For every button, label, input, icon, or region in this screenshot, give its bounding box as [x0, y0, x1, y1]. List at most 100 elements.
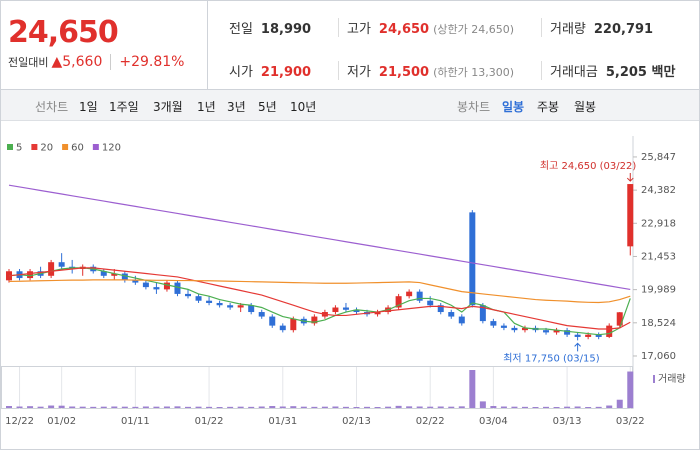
- y-tick-label: 17,060: [641, 351, 676, 362]
- candle-body: [58, 262, 65, 267]
- candle-body: [553, 330, 560, 333]
- moving-average: [8, 279, 631, 304]
- candle-body: [479, 305, 486, 322]
- volume-bar: [195, 406, 202, 408]
- candle-body: [342, 307, 349, 310]
- candle-body: [500, 325, 507, 328]
- volume-bar: [427, 406, 434, 408]
- tab[interactable]: 10년: [290, 100, 317, 114]
- y-tick-label: 25,847: [641, 152, 676, 163]
- legend-label: 60: [71, 143, 84, 154]
- x-tick-label: 01/31: [268, 416, 297, 427]
- annotation: 최저 17,750 (03/15): [503, 352, 599, 364]
- volume-bar: [248, 406, 255, 408]
- y-tick-label: 21,453: [641, 251, 676, 262]
- candle-body: [216, 302, 223, 306]
- x-tick-label: 02/13: [342, 416, 371, 427]
- tab[interactable]: 주봉: [537, 100, 560, 114]
- volume-bar: [227, 406, 234, 408]
- candle-body: [195, 296, 202, 301]
- volume-bar: [553, 407, 560, 408]
- volume-bar: [574, 406, 581, 408]
- tab[interactable]: 1년: [197, 100, 216, 114]
- tab[interactable]: 3개월: [153, 100, 183, 114]
- x-tick-label: 03/04: [479, 416, 508, 427]
- volume-bar: [332, 406, 339, 408]
- candle-body: [142, 282, 149, 288]
- candle-body: [153, 287, 160, 290]
- x-tick-label: 12/22: [5, 416, 34, 427]
- candle-body: [311, 316, 318, 324]
- volume-bar: [279, 406, 286, 408]
- volume-bar: [616, 399, 623, 408]
- tab[interactable]: 일봉: [502, 100, 525, 114]
- volume-bar: [311, 406, 318, 408]
- volume-bar: [385, 406, 392, 408]
- volume-bar: [511, 406, 518, 408]
- stat: 시가 21,900: [229, 61, 311, 80]
- volume-bar: [469, 370, 476, 408]
- volume-bar: [627, 371, 634, 408]
- tab[interactable]: 5년: [258, 100, 277, 114]
- x-tick-label: 02/22: [416, 416, 445, 427]
- volume-bar: [448, 406, 455, 408]
- tab[interactable]: 1일: [79, 100, 98, 114]
- stat-value: 21,900: [260, 65, 312, 80]
- stat-label: 고가: [347, 22, 371, 37]
- volume-bar: [58, 405, 65, 408]
- volume-bar: [258, 406, 265, 408]
- candle-body: [627, 184, 634, 247]
- candle-body: [543, 330, 550, 333]
- volume-bar: [406, 406, 413, 408]
- tab[interactable]: 월봉: [574, 100, 597, 114]
- candle-body: [606, 325, 613, 337]
- legend-swatch: [92, 144, 99, 150]
- volume-bar: [185, 406, 192, 408]
- candle-body: [458, 316, 465, 324]
- legend-label: 5: [16, 143, 22, 154]
- candle-body: [595, 334, 602, 337]
- candle-body: [48, 262, 55, 276]
- annotation: 최고 24,650 (03/22): [540, 160, 636, 172]
- candle-body: [437, 305, 444, 313]
- stat: 전일 18,990: [229, 18, 311, 37]
- volume-bar: [142, 406, 149, 408]
- y-tick-label: 24,382: [641, 185, 676, 196]
- volume-bar: [353, 407, 360, 408]
- volume-bar: [543, 406, 550, 408]
- volume-bar: [100, 406, 107, 408]
- volume-bar: [606, 405, 613, 408]
- volume-bar: [585, 407, 592, 408]
- stat-note: (상한가 24,650): [433, 23, 515, 36]
- tab[interactable]: 3년: [227, 100, 246, 114]
- candle-body: [353, 309, 360, 313]
- candle-body: [100, 271, 107, 276]
- price: 24,650: [8, 15, 119, 50]
- candle-body: [111, 273, 118, 276]
- legend-swatch: [62, 144, 69, 150]
- stat-value: 18,990: [260, 22, 312, 37]
- candle-body: [469, 212, 476, 306]
- candle-body: [448, 312, 455, 317]
- stat: 거래량 220,791: [541, 18, 653, 37]
- candle-body: [27, 271, 34, 279]
- volume-bar: [216, 407, 223, 408]
- candle-body: [395, 296, 402, 308]
- volume-bar: [458, 406, 465, 408]
- candle-body: [416, 291, 423, 301]
- stat-label: 전일: [229, 22, 253, 37]
- annotation-arrow: [574, 342, 581, 352]
- tab[interactable]: 1주일: [109, 100, 139, 114]
- candle-body: [290, 318, 297, 331]
- volume-bar: [16, 406, 23, 408]
- tab-bar: 선차트 1일 1주일 3개월 1년 3년 5년 10년 봉차트 일봉 주봉 월봉: [1, 90, 699, 121]
- moving-average: [8, 184, 631, 291]
- candle-body: [521, 327, 528, 331]
- volume-bar: [237, 406, 244, 408]
- candle-body: [163, 282, 170, 290]
- stat-label: 저가: [347, 65, 371, 80]
- y-tick-label: 19,989: [641, 285, 676, 296]
- x-tick-label: 03/13: [553, 416, 582, 427]
- candle-body: [132, 280, 139, 283]
- summary: 24,650 전일대비 ▲5,660 +29.81% 전일 18,990 고가 24,6…: [1, 1, 699, 90]
